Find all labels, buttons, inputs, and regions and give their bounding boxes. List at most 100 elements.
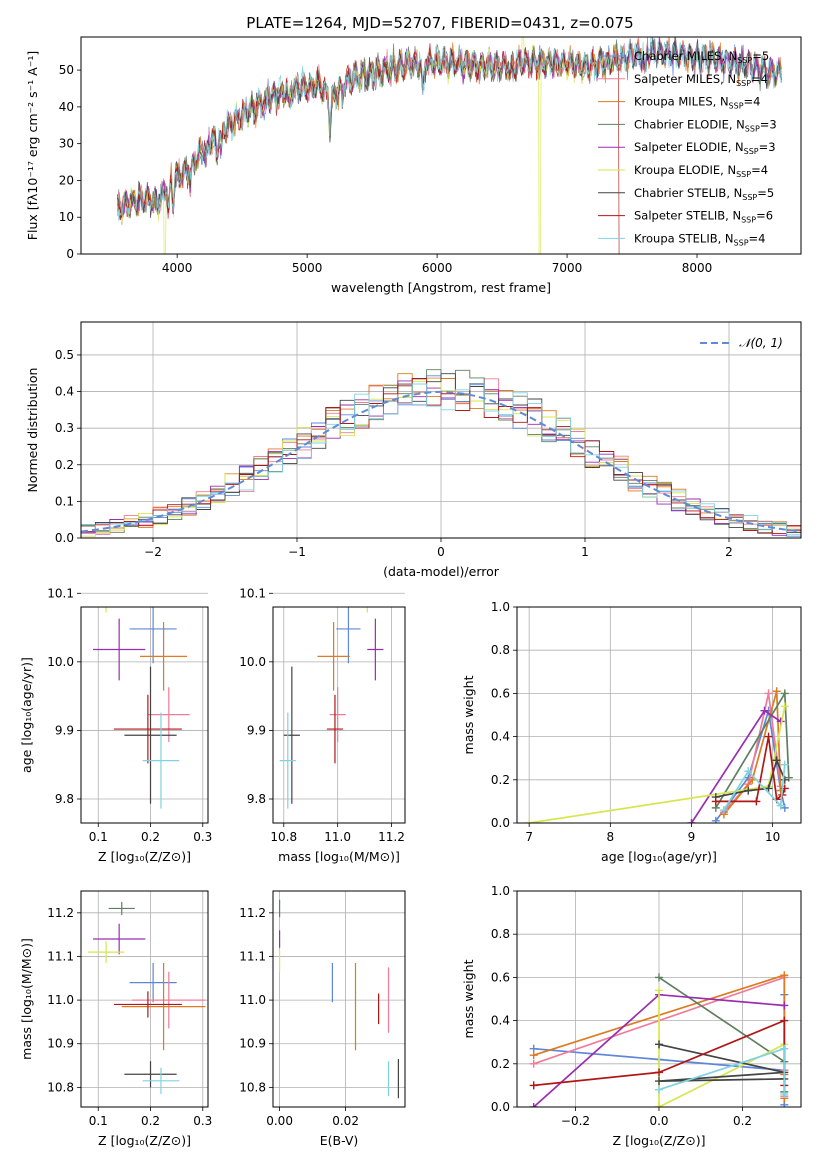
x-tick-label: 0.1 — [89, 830, 108, 844]
x-tick-label: 1 — [581, 545, 589, 559]
legend-label-subscript: SSP — [736, 79, 751, 88]
y-tick-label: 11.0 — [239, 993, 266, 1007]
y-axis-label: mass weight — [461, 675, 476, 754]
legend-label-prefix: Chabrier STELIB, N — [634, 186, 742, 200]
errorbar-salpeter-miles — [329, 687, 346, 743]
weight-series-kroupa-stelib — [719, 760, 789, 815]
figure-title: PLATE=1264, MJD=52707, FIBERID=0431, z=0… — [246, 14, 633, 32]
weight-series-kroupa-stelib — [655, 1044, 789, 1099]
legend-label-suffix: =3 — [760, 117, 777, 131]
errorbar-chabrier-elodie — [108, 901, 135, 915]
y-tick-label: 9.9 — [247, 723, 266, 737]
mass-vs-ebv-panel: 0.00 0.02 10.8 10.9 11.0 11.1 11.2 E(B-V) — [239, 890, 406, 1148]
x-axis-label: (data-model)/error — [383, 564, 500, 579]
x-tick-label: 0.3 — [193, 1114, 212, 1128]
y-tick-label: 11.2 — [47, 906, 74, 920]
y-tick-label: 1.0 — [491, 600, 510, 614]
legend-label-subscript: SSP — [745, 124, 760, 133]
legend-label-subscript: SSP — [741, 216, 756, 225]
weight-line — [723, 764, 786, 811]
weight-marker — [748, 775, 757, 784]
weight-marker — [780, 1044, 789, 1053]
errorbar-kroupa-miles — [140, 622, 188, 691]
histogram-salpeter-stelib — [81, 378, 801, 534]
x-tick-label: 7000 — [552, 261, 583, 275]
legend-label-suffix: =5 — [752, 49, 769, 63]
y-tick-label: 0.4 — [55, 385, 74, 399]
weight-marker — [744, 786, 753, 795]
age-vs-mass-panel: 10.8 11.0 11.2 9.8 9.9 10.0 10.1 mass [log₁₀(M/… — [239, 586, 406, 864]
weight-line — [658, 1043, 785, 1082]
weight-marker — [525, 819, 534, 823]
mass-vs-ebv-plot-area — [279, 899, 399, 1099]
errorbar-kroupa-stelib — [279, 712, 296, 809]
x-tick-label: 5000 — [292, 261, 323, 275]
x-axis-label: wavelength [Angstrom, rest frame] — [331, 280, 551, 295]
weight-marker — [655, 1103, 663, 1107]
spectrum-line-kroupa-stelib — [117, 37, 782, 221]
weight-line — [658, 990, 785, 1107]
x-tick-label: 0.00 — [266, 1114, 293, 1128]
y-axis-label: Normed distribution — [25, 368, 40, 493]
x-tick-label: 0.3 — [193, 830, 212, 844]
weight-marker — [780, 702, 789, 711]
weight-marker — [687, 819, 696, 823]
legend-label-suffix: =5 — [757, 186, 774, 200]
axes-frame — [80, 606, 209, 824]
y-tick-label: 40 — [59, 100, 74, 114]
normal-reference-curve — [81, 390, 801, 533]
x-tick-label: 0.2 — [141, 830, 160, 844]
errorbar-kroupa-miles — [317, 622, 350, 691]
y-tick-label: 11.0 — [47, 993, 74, 1007]
age-vs-mass-plot-area — [279, 607, 384, 809]
y-tick-label: 10.8 — [47, 1080, 74, 1094]
legend-label-subscript: SSP — [736, 170, 751, 179]
errorbar-salpeter-stelib — [113, 694, 182, 764]
y-tick-label: 20 — [59, 173, 74, 187]
errorbar-kroupa-miles — [121, 963, 206, 1051]
weight-marker — [780, 1090, 789, 1099]
spectrum-line-salpeter-stelib — [117, 43, 620, 254]
axes-frame — [516, 606, 802, 824]
y-tick-label: 0.0 — [491, 816, 510, 830]
x-tick-label: 2 — [725, 545, 733, 559]
y-tick-label: 9.8 — [55, 792, 74, 806]
weight-marker — [711, 797, 720, 806]
weight-series-kroupa-elodie — [525, 702, 789, 823]
errorbar-salpeter-miles — [147, 687, 190, 743]
weight-marker — [719, 806, 728, 815]
weight-marker — [764, 732, 773, 741]
errorbar-salpeter-elodie — [367, 618, 384, 681]
x-tick-label: −0.2 — [561, 1114, 590, 1128]
errorbar-kroupa-elodie — [87, 941, 125, 963]
weight-line — [529, 706, 786, 823]
y-axis-label: Flux [fλ10⁻¹⁷ erg cm⁻² s⁻¹ A⁻¹] — [25, 51, 40, 240]
histogram-salpeter-elodie — [81, 380, 801, 536]
legend-label: Chabrier ELODIE, NSSP=3 — [634, 117, 777, 133]
errorbar-salpeter-stelib — [326, 694, 344, 764]
y-tick-label: 11.2 — [239, 906, 266, 920]
weight-vs-Z-plot-area — [529, 971, 789, 1107]
x-tick-label: 0.1 — [89, 1114, 108, 1128]
legend-label-prefix: Chabrier ELODIE, N — [634, 117, 745, 131]
weight-marker — [784, 773, 793, 782]
x-axis-label: Z [log₁₀(Z/Z⊙)] — [613, 1133, 706, 1148]
x-tick-label: −2 — [144, 545, 162, 559]
y-axis-label: age [log₁₀(age/yr)] — [19, 657, 34, 773]
legend-label: Kroupa MILES, NSSP=4 — [634, 95, 760, 111]
weight-marker — [760, 706, 769, 715]
legend-label-suffix: =4 — [751, 72, 768, 86]
x-tick-label: 7 — [525, 830, 533, 844]
errorbar-chabrier-stelib — [124, 666, 177, 804]
legend-label: Salpeter ELODIE, NSSP=3 — [634, 140, 776, 156]
legend-label-prefix: Salpeter STELIB, N — [634, 209, 741, 223]
mass-vs-Z-plot-area — [87, 901, 206, 1094]
axes-frame — [80, 36, 802, 255]
axes-frame — [80, 890, 209, 1108]
errorbar-salpeter-miles — [132, 971, 206, 1029]
legend-label: Chabrier MILES, NSSP=5 — [634, 49, 769, 65]
weight-marker — [780, 760, 789, 769]
age-vs-Z-panel: 0.1 0.2 0.3 9.8 9.9 10.0 10.1 Z [log₁₀(Z/Z⊙)] ag… — [19, 586, 212, 864]
weight-marker — [655, 1068, 663, 1077]
